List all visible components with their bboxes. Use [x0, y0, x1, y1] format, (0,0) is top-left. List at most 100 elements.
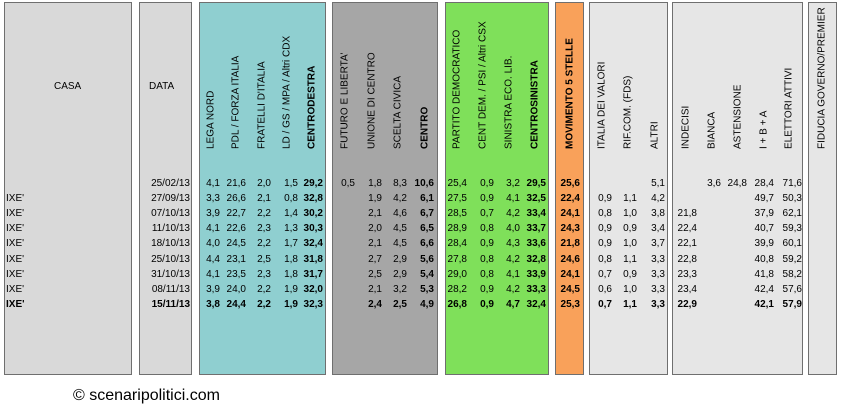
table-row: IXE' 11/10/13 4,1 22,6 2,3 1,3 30,3 2,0 4,5 6,5 28…: [0, 221, 856, 236]
row-value: 2,7: [368, 253, 382, 265]
table-row: IXE' 08/11/13 3,9 24,0 2,2 1,9 32,0 2,1 3,2 5,3 28…: [0, 282, 856, 297]
row-value: 1,1: [623, 253, 637, 265]
m5s-panel: [555, 2, 584, 375]
row-value: 2,1: [368, 208, 382, 220]
row-value: 2,5: [368, 268, 382, 280]
row-value: 23,4: [677, 283, 697, 295]
row-value: 28,4: [447, 238, 467, 250]
row-casa: IXE': [6, 193, 25, 205]
row-value: 3,2: [393, 283, 407, 295]
row-value: 0,8: [598, 208, 612, 220]
row-value: 2,3: [257, 268, 271, 280]
row-value: 24,4: [226, 298, 246, 310]
row-value: 32,4: [303, 238, 323, 250]
row-value: 30,2: [303, 208, 323, 220]
header-pdl-forza-italia: PDL / FORZA ITALIA: [230, 55, 242, 149]
row-value: 0,9: [623, 268, 637, 280]
row-value: 0,8: [480, 223, 494, 235]
row-value: 22,7: [226, 208, 246, 220]
row-value: 24,3: [560, 223, 580, 235]
header-centrodestra: CENTRODESTRA: [306, 65, 318, 149]
row-value: 23,3: [677, 268, 697, 280]
header-centro: CENTRO: [419, 106, 431, 149]
row-date: 11/10/13: [151, 223, 190, 235]
header-udc: UNIONE DI CENTRO: [366, 52, 378, 149]
header-data: DATA: [149, 81, 175, 92]
row-value: 21,8: [677, 208, 697, 220]
row-value: 57,6: [782, 283, 802, 295]
row-value: 21,8: [560, 238, 580, 250]
row-value: 29,5: [526, 178, 546, 189]
data-panel: [139, 2, 192, 375]
row-value: 25,6: [560, 178, 580, 189]
table-row: IXE' 15/11/13 3,8 24,4 2,2 1,9 32,3 2,4 2,5 4,9 26…: [0, 297, 856, 312]
row-value: 6,1: [420, 193, 434, 205]
row-value: 24,1: [560, 208, 580, 220]
row-value: 42,4: [754, 283, 774, 295]
row-value: 32,8: [303, 193, 323, 205]
row-value: 4,1: [206, 223, 220, 235]
row-value: 33,3: [526, 283, 546, 295]
row-value: 0,8: [480, 268, 494, 280]
row-value: 0,9: [480, 298, 494, 310]
row-value: 22,1: [677, 238, 697, 250]
row-value: 49,7: [754, 193, 774, 205]
row-value: 0,8: [284, 193, 298, 205]
row-value: 8,3: [393, 178, 407, 189]
table-row: IXE' 18/10/13 4,0 24,5 2,2 1,7 32,4 2,1 4,5 6,6 28…: [0, 236, 856, 251]
row-value: 4,6: [393, 208, 407, 220]
row-value: 32,0: [303, 283, 323, 295]
row-value: 0,9: [480, 283, 494, 295]
row-value: 3,4: [651, 223, 665, 235]
row-value: 1,1: [623, 298, 637, 310]
row-date: 15/11/13: [151, 298, 190, 310]
row-date: 08/11/13: [151, 283, 190, 295]
row-value: 59,3: [782, 223, 802, 235]
row-value: 21,6: [226, 178, 246, 189]
header-astensione: ASTENSIONE: [732, 84, 744, 149]
row-value: 4,9: [420, 298, 434, 310]
header-cent-dem: CENT DEM. / PSI / Altri CSX: [477, 21, 489, 149]
row-value: 24,8: [727, 178, 747, 189]
row-value: 40,8: [754, 253, 774, 265]
row-value: 4,7: [506, 298, 520, 310]
row-value: 1,4: [284, 208, 298, 220]
header-fli: FUTURO E LIBERTA': [339, 52, 351, 149]
header-iba: I + B + A: [758, 110, 770, 149]
row-date: 31/10/13: [151, 268, 190, 280]
row-value: 3,3: [206, 193, 220, 205]
row-value: 0,7: [598, 298, 612, 310]
row-value: 33,9: [526, 268, 546, 280]
row-value: 28,9: [447, 223, 467, 235]
row-date: 25/10/13: [151, 253, 190, 265]
row-value: 24,6: [560, 253, 580, 265]
row-value: 4,2: [506, 253, 520, 265]
row-value: 33,4: [526, 208, 546, 220]
row-value: 24,5: [226, 238, 246, 250]
row-value: 2,2: [257, 238, 271, 250]
row-value: 1,9: [284, 298, 298, 310]
row-casa: IXE': [6, 238, 25, 250]
row-value: 4,5: [393, 223, 407, 235]
row-value: 5,4: [420, 268, 434, 280]
row-value: 22,9: [677, 298, 697, 310]
fiducia-panel: [808, 2, 837, 375]
row-value: 33,6: [526, 238, 546, 250]
row-value: 25,4: [447, 178, 467, 189]
row-value: 42,1: [754, 298, 774, 310]
row-value: 4,3: [506, 238, 520, 250]
row-value: 6,6: [420, 238, 434, 250]
row-value: 3,9: [206, 283, 220, 295]
row-value: 0,7: [480, 208, 494, 220]
row-value: 2,0: [257, 178, 271, 189]
row-value: 2,2: [257, 283, 271, 295]
row-value: 1,8: [368, 178, 382, 189]
row-value: 28,4: [754, 178, 774, 189]
header-fiducia: FIDUCIA GOVERNO/PREMIER: [816, 7, 828, 149]
header-lega-nord: LEGA NORD: [205, 90, 217, 149]
table-row: IXE' 31/10/13 4,1 23,5 2,3 1,8 31,7 2,5 2,9 5,4 29…: [0, 267, 856, 282]
row-value: 3,3: [651, 298, 665, 310]
row-date: 18/10/13: [151, 238, 190, 250]
row-value: 1,7: [284, 238, 298, 250]
row-value: 4,2: [506, 283, 520, 295]
